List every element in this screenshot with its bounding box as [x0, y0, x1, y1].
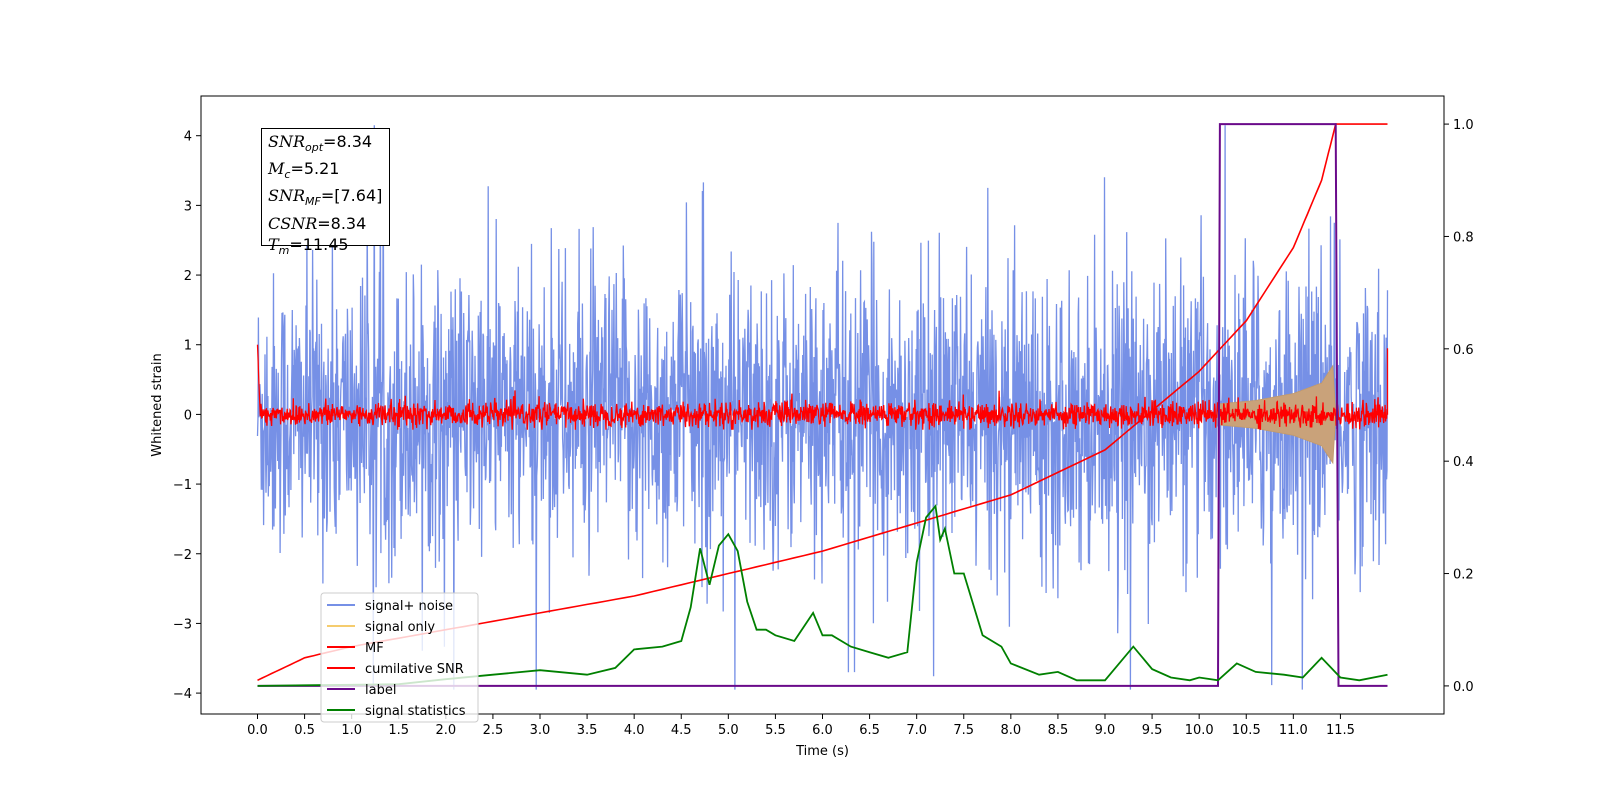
x-tick-label: 6.0: [812, 723, 833, 738]
y-tick-label: 1: [184, 339, 192, 354]
x-tick-label: 3.0: [530, 723, 551, 738]
y2-tick-label: 0.8: [1453, 230, 1474, 245]
legend-label: signal statistics: [365, 704, 466, 719]
x-tick-label: 6.5: [859, 723, 880, 738]
x-tick-label: 3.5: [577, 723, 598, 738]
y2-tick-label: 0.6: [1453, 343, 1474, 358]
x-tick-label: 7.5: [953, 723, 974, 738]
mf-series: [256, 344, 1389, 430]
y-tick-label: 3: [184, 199, 192, 214]
snr-mf-line: SNRMF=[7.64]: [268, 186, 383, 209]
csnr-value: 8.34: [330, 213, 367, 233]
x-tick-label: 10.5: [1232, 723, 1261, 738]
x-tick-label: 1.5: [388, 723, 409, 738]
y2-tick-label: 0.4: [1453, 455, 1474, 470]
x-tick-label: 2.0: [435, 723, 456, 738]
chirp-mass-value: 5.21: [303, 159, 340, 179]
x-tick-label: 0.5: [294, 723, 315, 738]
signal-statistics-series: [257, 503, 1388, 687]
x-tick-label: 2.5: [483, 723, 504, 738]
x-tick-label: 9.0: [1095, 723, 1116, 738]
y-tick-label: −4: [173, 687, 192, 702]
x-tick-label: 10.0: [1185, 723, 1214, 738]
x-tick-label: 5.0: [718, 723, 739, 738]
label-series: [257, 123, 1388, 687]
chirp-mass-line: Mc=5.21: [268, 159, 340, 182]
x-tick-label: 8.0: [1000, 723, 1021, 738]
x-tick-label: 11.0: [1279, 723, 1308, 738]
legend-box: [320, 592, 479, 723]
y2-tick-label: 1.0: [1453, 118, 1474, 133]
x-tick-label: 1.0: [341, 723, 362, 738]
y2-tick-label: 0.2: [1453, 568, 1474, 583]
tm-value: 11.45: [302, 234, 349, 254]
x-tick-label: 4.5: [671, 723, 692, 738]
x-tick-label: 0.0: [247, 723, 268, 738]
y-tick-label: −3: [173, 617, 192, 632]
legend-label: MF: [365, 641, 384, 656]
legend: signal+ noise signal only MF cumilative SNR…: [320, 592, 479, 723]
x-tick-label: 11.5: [1326, 723, 1355, 738]
legend-label: cumilative SNR: [365, 662, 464, 677]
snr-opt-value: 8.34: [336, 132, 373, 151]
legend-label: signal+ noise: [365, 599, 453, 614]
y-axis-label: Whitened strain: [150, 353, 165, 456]
snr-opt-line: SNRopt=8.34: [268, 132, 373, 155]
x-tick-label: 9.5: [1142, 723, 1163, 738]
tm-line: Tm=11.45: [268, 234, 349, 257]
stats-annotation-box: SNRopt=8.34 Mc=5.21 SNRMF=[7.64] CSNR=8.…: [261, 128, 390, 257]
signal-noise-series: [256, 125, 1389, 690]
axes: 0.0 0.5 1.0 1.5 2.0 2.5 3.0 3.5 4.0 4.5 5.0 5.5 6.0 6…: [150, 95, 1474, 759]
snr-mf-value: [7.64]: [334, 186, 383, 206]
csnr-line: CSNR=8.34: [268, 213, 367, 233]
legend-label: signal only: [365, 620, 435, 635]
y-tick-label: −1: [173, 478, 192, 493]
x-axis-label: Time (s): [795, 744, 849, 759]
x-tick-label: 7.0: [906, 723, 927, 738]
y-tick-label: −2: [173, 548, 192, 563]
y-tick-label: 4: [184, 130, 192, 145]
x-tick-label: 8.5: [1048, 723, 1069, 738]
y2-tick-label: 0.0: [1453, 680, 1474, 695]
y-tick-label: 2: [184, 269, 192, 284]
y-tick-label: 0: [184, 408, 192, 423]
x-tick-label: 4.0: [624, 723, 645, 738]
x-tick-label: 5.5: [765, 723, 786, 738]
legend-label: label: [365, 683, 396, 698]
